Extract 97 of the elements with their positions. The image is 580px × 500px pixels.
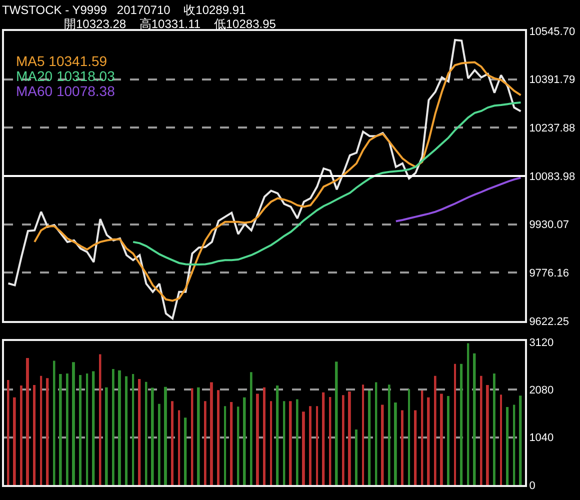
bar: [13, 397, 16, 485]
chart-subtitle: 開10323.28 高10331.11 低10283.95: [64, 17, 276, 31]
bar: [197, 387, 200, 485]
bar: [362, 384, 364, 485]
bar: [145, 382, 148, 485]
bar: [66, 374, 68, 485]
chart-title: TWSTOCK - Y9999 20170710 收10289.91: [2, 3, 246, 17]
bar: [125, 376, 128, 485]
bar: [112, 368, 114, 485]
y-tick-label: 10237.88: [529, 122, 576, 135]
bar: [381, 404, 384, 485]
y-tick-label: 10545.70: [529, 26, 576, 38]
bar: [164, 386, 167, 485]
bar: [26, 358, 29, 485]
bar: [322, 392, 325, 485]
bar: [473, 353, 476, 485]
bar: [86, 374, 88, 485]
bar: [79, 374, 82, 485]
bar: [427, 397, 430, 485]
bar: [408, 389, 410, 485]
bar: [506, 407, 509, 485]
bar: [92, 371, 95, 485]
bar: [132, 374, 134, 485]
y-tick-label: 2080: [529, 384, 554, 396]
bar: [46, 378, 49, 485]
bar: [454, 364, 456, 485]
bar: [368, 390, 371, 485]
bar: [40, 376, 42, 485]
bar: [20, 385, 22, 485]
bar: [263, 387, 266, 485]
bar: [296, 399, 298, 485]
bar: [309, 406, 312, 485]
bar: [191, 388, 194, 485]
text: MA20 10318.03: [16, 68, 116, 84]
text: MA60 10078.38: [16, 83, 116, 99]
bar: [256, 394, 259, 485]
y-tick-label: 10083.98: [529, 170, 576, 183]
bar: [204, 401, 206, 485]
bar: [276, 385, 279, 485]
line-series: [394, 176, 522, 222]
bar: [243, 397, 246, 485]
y-tick-label: 9930.07: [529, 219, 569, 232]
bar: [230, 402, 233, 485]
bar: [460, 364, 463, 485]
y-tick-label: 10391.79: [529, 74, 576, 86]
bar: [348, 391, 351, 485]
bar: [375, 382, 378, 485]
bar: [513, 404, 516, 485]
bar: [171, 401, 174, 485]
bar: [151, 388, 154, 485]
bar: [250, 372, 252, 485]
bar: [434, 376, 436, 485]
bar: [519, 396, 522, 485]
bar: [224, 406, 226, 485]
bar: [493, 374, 496, 485]
bar: [335, 362, 338, 485]
bar: [421, 390, 424, 485]
y-tick-label: 0: [529, 480, 536, 492]
bar: [53, 360, 56, 485]
bar: [388, 384, 390, 485]
bar: [486, 385, 489, 485]
bar: [447, 396, 450, 485]
bar: [158, 404, 160, 485]
bar: [178, 410, 180, 485]
y-tick-label: 3120: [529, 336, 554, 349]
bar: [210, 382, 213, 485]
bar: [7, 380, 10, 485]
bar: [118, 370, 121, 485]
bar: [138, 379, 141, 485]
bar: [184, 418, 187, 485]
bar: [480, 376, 482, 485]
bar: [237, 406, 240, 485]
bar: [217, 390, 220, 485]
bar: [401, 410, 404, 485]
text: MA5 10341.59: [16, 53, 108, 69]
bar: [33, 385, 36, 485]
bar: [440, 394, 443, 485]
bar: [316, 406, 318, 485]
bar: [72, 362, 75, 485]
bar: [302, 412, 305, 485]
y-tick-label: 9776.16: [529, 268, 569, 280]
bar: [283, 401, 286, 485]
bar: [270, 401, 272, 485]
line-series: [7, 39, 522, 320]
bar: [355, 430, 358, 485]
y-tick-label: 9622.25: [529, 316, 569, 328]
bar: [500, 394, 502, 485]
bar: [467, 343, 470, 485]
y-tick-label: 1040: [529, 432, 554, 444]
bar: [414, 410, 417, 485]
line-series: [132, 102, 522, 266]
bar: [59, 374, 62, 485]
bar: [105, 387, 108, 485]
bar: [289, 401, 292, 485]
bar: [394, 402, 397, 485]
bar: [329, 396, 332, 485]
bar: [342, 395, 344, 485]
